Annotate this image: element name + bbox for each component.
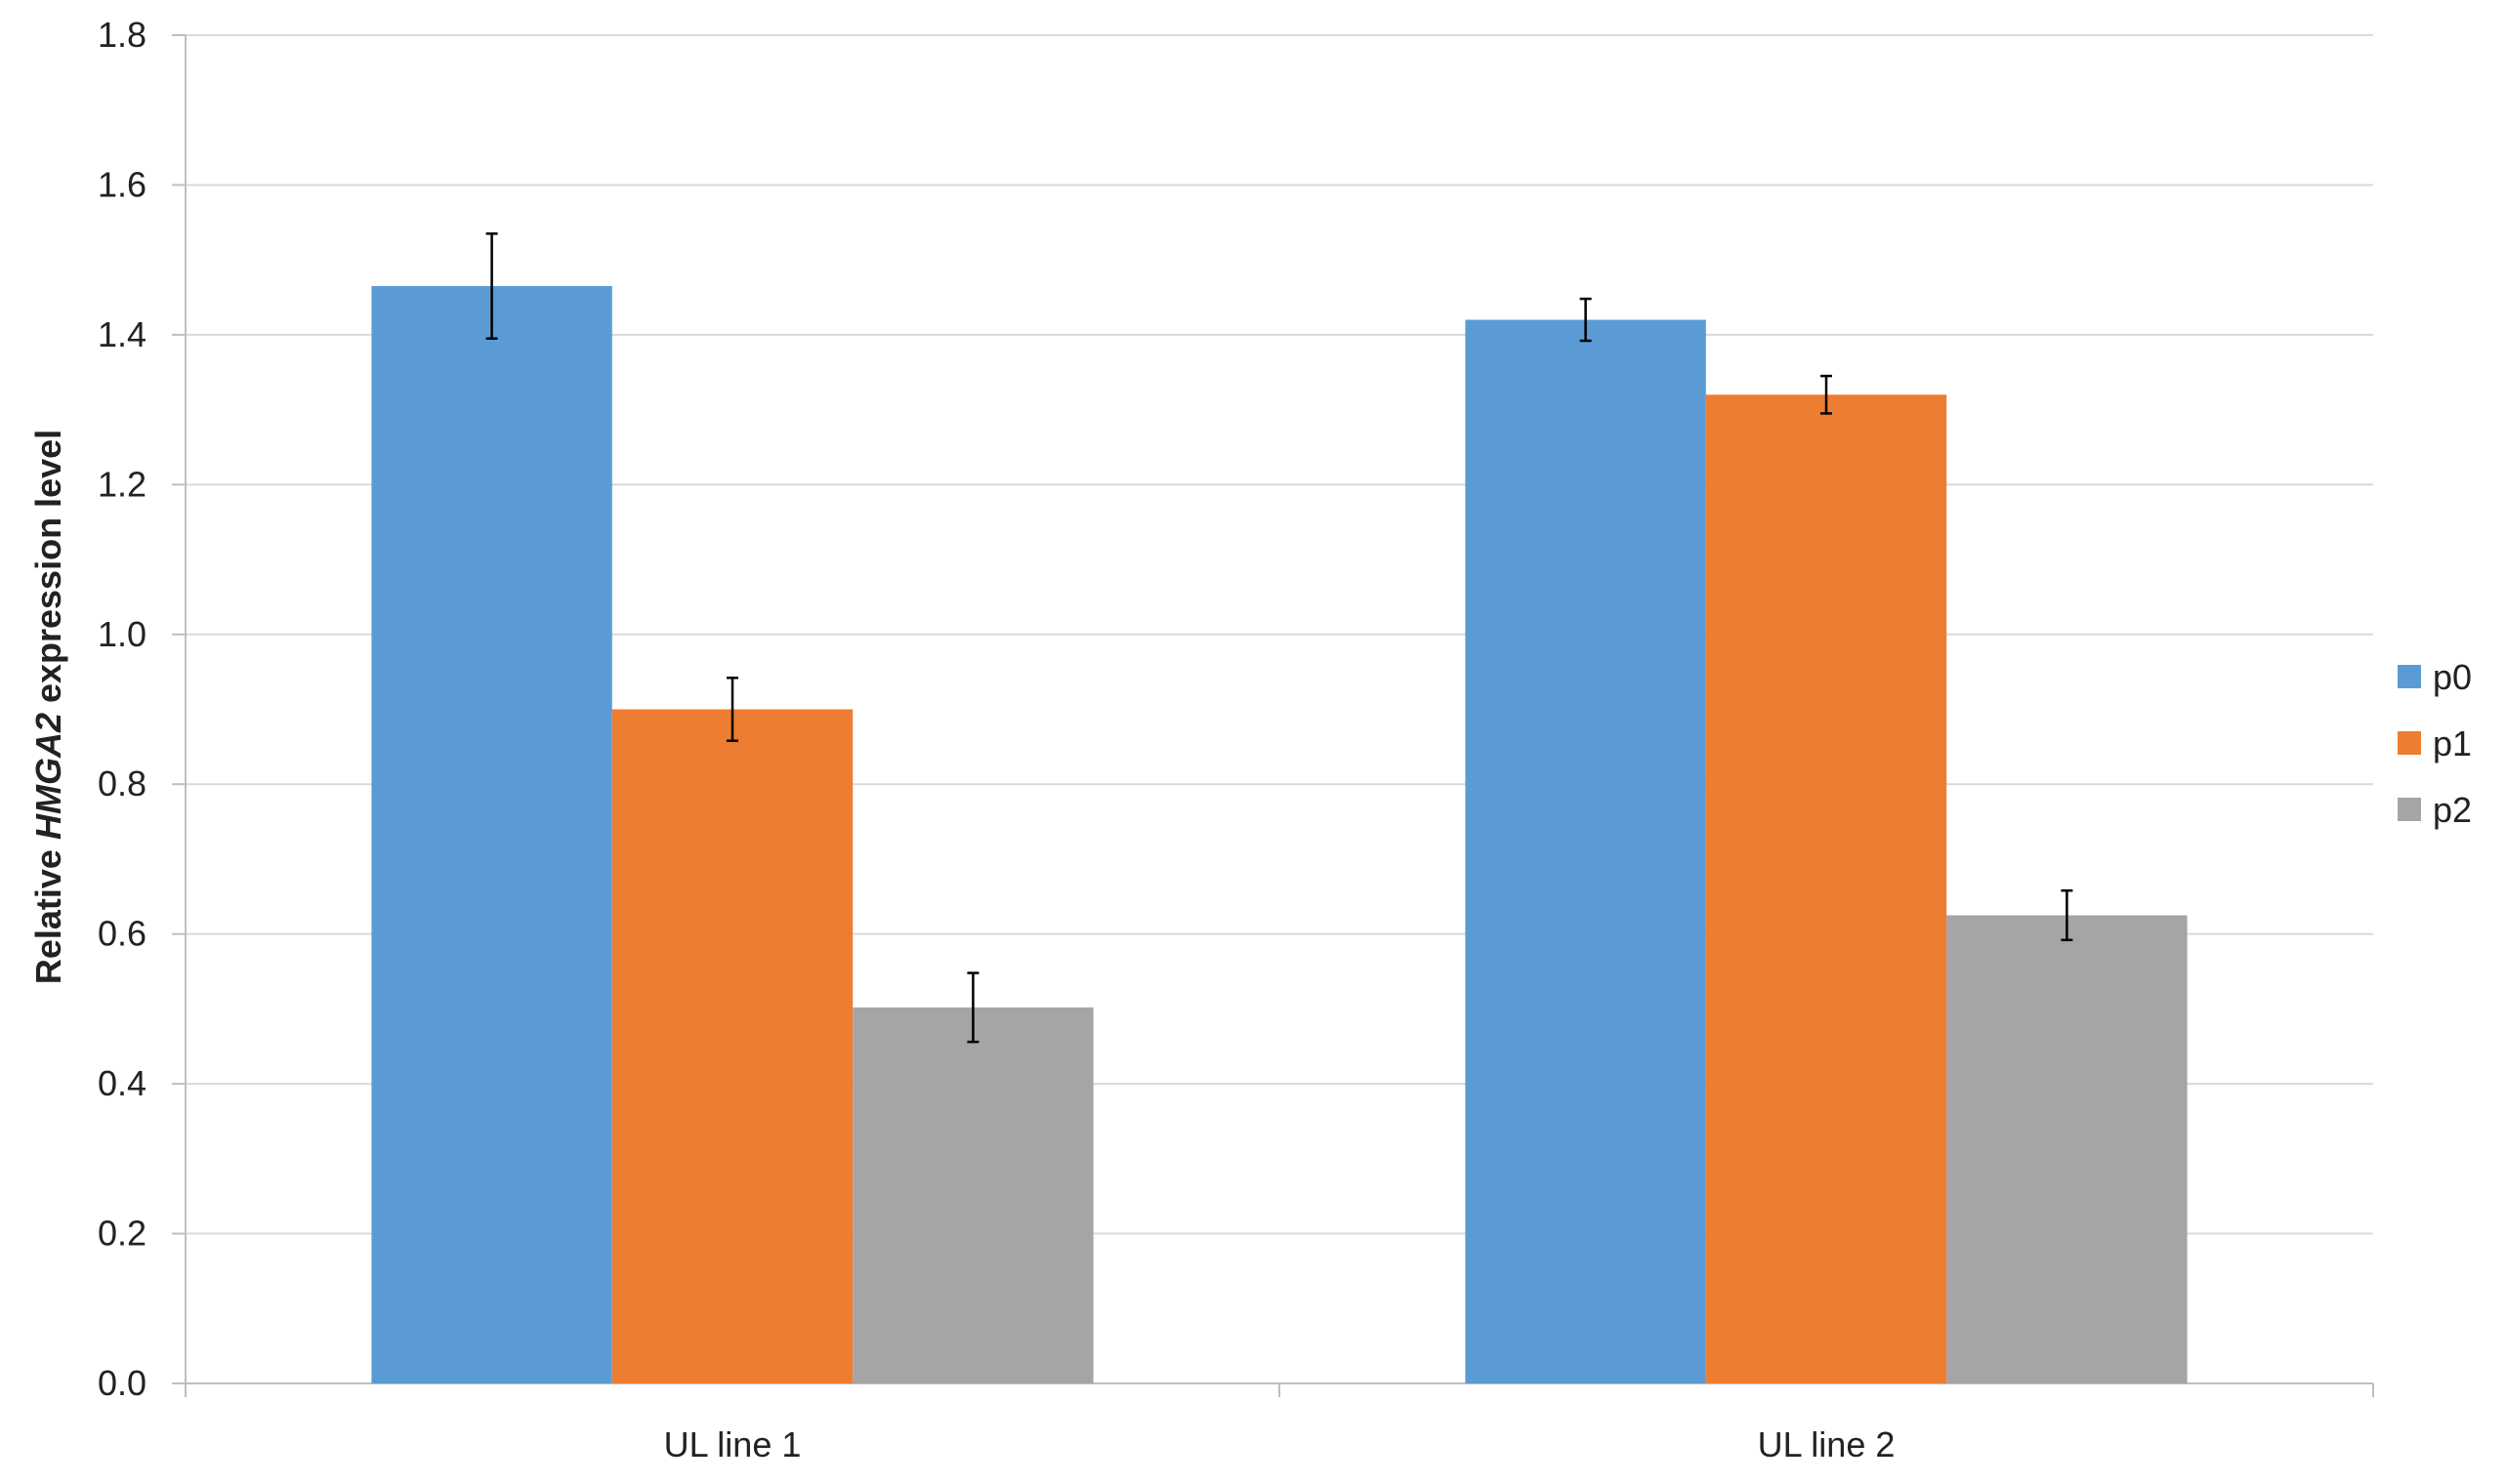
- y-axis-title: Relative HMGA2 expression level: [28, 430, 68, 984]
- y-tick-label: 0.8: [98, 763, 146, 804]
- legend-label-p0: p0: [2433, 657, 2472, 697]
- bar-p2-1: [853, 1007, 1094, 1383]
- x-category-label: UL line 1: [664, 1424, 802, 1464]
- legend-swatch-p2: [2398, 798, 2421, 821]
- y-tick-label: 1.0: [98, 614, 146, 654]
- bar-p1-1: [611, 709, 854, 1383]
- legend-swatch-p1: [2398, 731, 2421, 755]
- bar-p0-2: [1465, 319, 1706, 1383]
- legend: p0 p1 p2: [2398, 657, 2472, 830]
- y-axis-title-prefix: Relative: [28, 840, 68, 984]
- error-bars: [485, 232, 2073, 1044]
- y-tick-label: 0.4: [98, 1063, 146, 1103]
- y-tick-label: 1.6: [98, 164, 146, 204]
- y-tick-label: 0.0: [98, 1363, 146, 1403]
- y-axis-title-gene: HMGA2: [28, 713, 68, 840]
- tick-labels: 0.0 0.2 0.4 0.6 0.8 1.0 1.2 1.4 1.6 1.8 UL line 1 U…: [98, 15, 1895, 1464]
- legend-swatch-p0: [2398, 665, 2421, 688]
- y-tick-label: 1.2: [98, 464, 146, 504]
- bar-p1-2: [1705, 394, 1947, 1383]
- y-tick-label: 1.4: [98, 314, 146, 354]
- bars: [371, 286, 2188, 1384]
- legend-label-p2: p2: [2433, 790, 2472, 830]
- x-category-label: UL line 2: [1758, 1424, 1896, 1464]
- y-tick-label: 0.6: [98, 914, 146, 954]
- bar-p0-1: [371, 286, 612, 1384]
- legend-label-p1: p1: [2433, 723, 2472, 763]
- y-tick-label: 1.8: [98, 15, 146, 55]
- y-axis-title-suffix: expression level: [28, 430, 68, 713]
- bar-p2-2: [1946, 915, 2188, 1383]
- y-tick-label: 0.2: [98, 1214, 146, 1254]
